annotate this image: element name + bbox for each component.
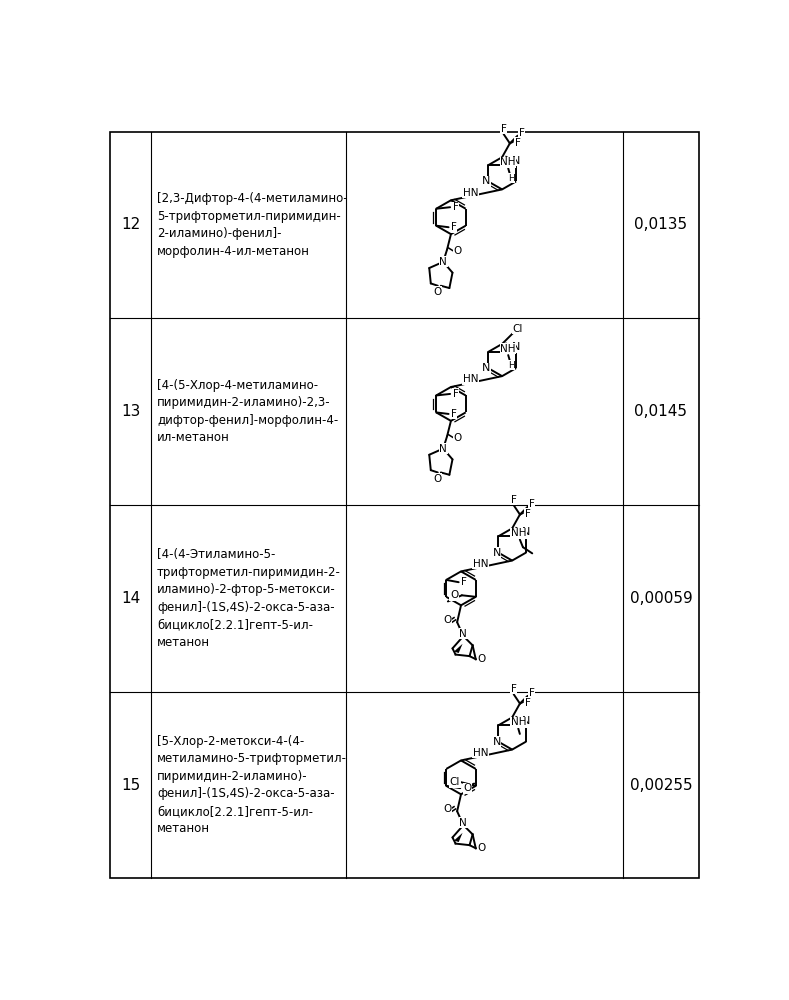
Text: F: F xyxy=(514,138,521,148)
Text: F: F xyxy=(461,577,467,587)
Text: N: N xyxy=(482,363,491,373)
Text: O: O xyxy=(434,287,442,297)
Text: [5-Хлор-2-метокси-4-(4-
метиламино-5-трифторметил-
пиримидин-2-иламино)-
фенил]-: [5-Хлор-2-метокси-4-(4- метиламино-5-три… xyxy=(157,735,347,835)
Text: O: O xyxy=(434,474,442,484)
Text: NH: NH xyxy=(510,528,526,538)
Text: F: F xyxy=(525,698,530,708)
Text: N: N xyxy=(439,444,447,454)
Text: [2,3-Дифтор-4-(4-метиламино-
5-трифторметил-пиримидин-
2-иламино)-фенил]-
морфол: [2,3-Дифтор-4-(4-метиламино- 5-трифторме… xyxy=(157,192,347,258)
Text: F: F xyxy=(529,688,534,698)
Text: F: F xyxy=(510,495,517,505)
Text: 15: 15 xyxy=(122,778,140,793)
Text: HN: HN xyxy=(462,188,478,198)
Text: N: N xyxy=(492,737,501,747)
Text: 0,0135: 0,0135 xyxy=(634,217,687,232)
Text: N: N xyxy=(439,257,447,267)
Text: H: H xyxy=(508,361,514,370)
Text: HN: HN xyxy=(473,559,488,569)
Text: N: N xyxy=(482,176,491,186)
Text: N: N xyxy=(459,818,467,828)
Text: HN: HN xyxy=(473,748,488,758)
Text: 14: 14 xyxy=(122,591,140,606)
Text: N: N xyxy=(512,342,520,352)
Text: NH: NH xyxy=(510,717,526,727)
Text: O: O xyxy=(477,654,485,664)
Text: [4-(5-Хлор-4-метиламино-
пиримидин-2-иламино)-2,3-
дифтор-фенил]-морфолин-4-
ил-: [4-(5-Хлор-4-метиламино- пиримидин-2-ила… xyxy=(157,379,338,444)
Text: HN: HN xyxy=(462,374,478,384)
Text: 0,00059: 0,00059 xyxy=(630,591,692,606)
Text: F: F xyxy=(501,124,507,134)
Text: H: H xyxy=(508,174,514,183)
Text: N: N xyxy=(492,548,501,558)
Text: F: F xyxy=(518,128,525,138)
Text: N: N xyxy=(522,716,530,726)
Text: NH: NH xyxy=(500,344,516,354)
Text: F: F xyxy=(451,409,457,419)
Polygon shape xyxy=(454,833,462,842)
Text: F: F xyxy=(510,684,517,694)
Text: F: F xyxy=(529,499,534,509)
Text: F: F xyxy=(525,509,530,519)
Text: F: F xyxy=(451,222,457,232)
Text: [4-(4-Этиламино-5-
трифторметил-пиримидин-2-
иламино)-2-фтор-5-метокси-
фенил]-(: [4-(4-Этиламино-5- трифторметил-пиримиди… xyxy=(157,548,341,649)
Text: 13: 13 xyxy=(122,404,140,419)
Text: NH: NH xyxy=(500,157,516,167)
Text: N: N xyxy=(512,156,520,166)
Text: 0,00255: 0,00255 xyxy=(630,778,692,793)
Text: O: O xyxy=(443,804,452,814)
Text: O: O xyxy=(443,615,452,625)
Text: O: O xyxy=(463,783,471,793)
Text: O: O xyxy=(454,246,462,256)
Text: Cl: Cl xyxy=(512,324,523,334)
Text: O: O xyxy=(450,590,458,600)
Text: O: O xyxy=(477,843,485,853)
Text: N: N xyxy=(459,629,467,639)
Text: 0,0145: 0,0145 xyxy=(634,404,687,419)
Text: 12: 12 xyxy=(122,217,140,232)
Text: F: F xyxy=(453,389,458,399)
Text: N: N xyxy=(522,527,530,537)
Text: O: O xyxy=(454,433,462,443)
Polygon shape xyxy=(454,644,462,653)
Text: Cl: Cl xyxy=(450,777,460,787)
Text: F: F xyxy=(453,202,458,212)
